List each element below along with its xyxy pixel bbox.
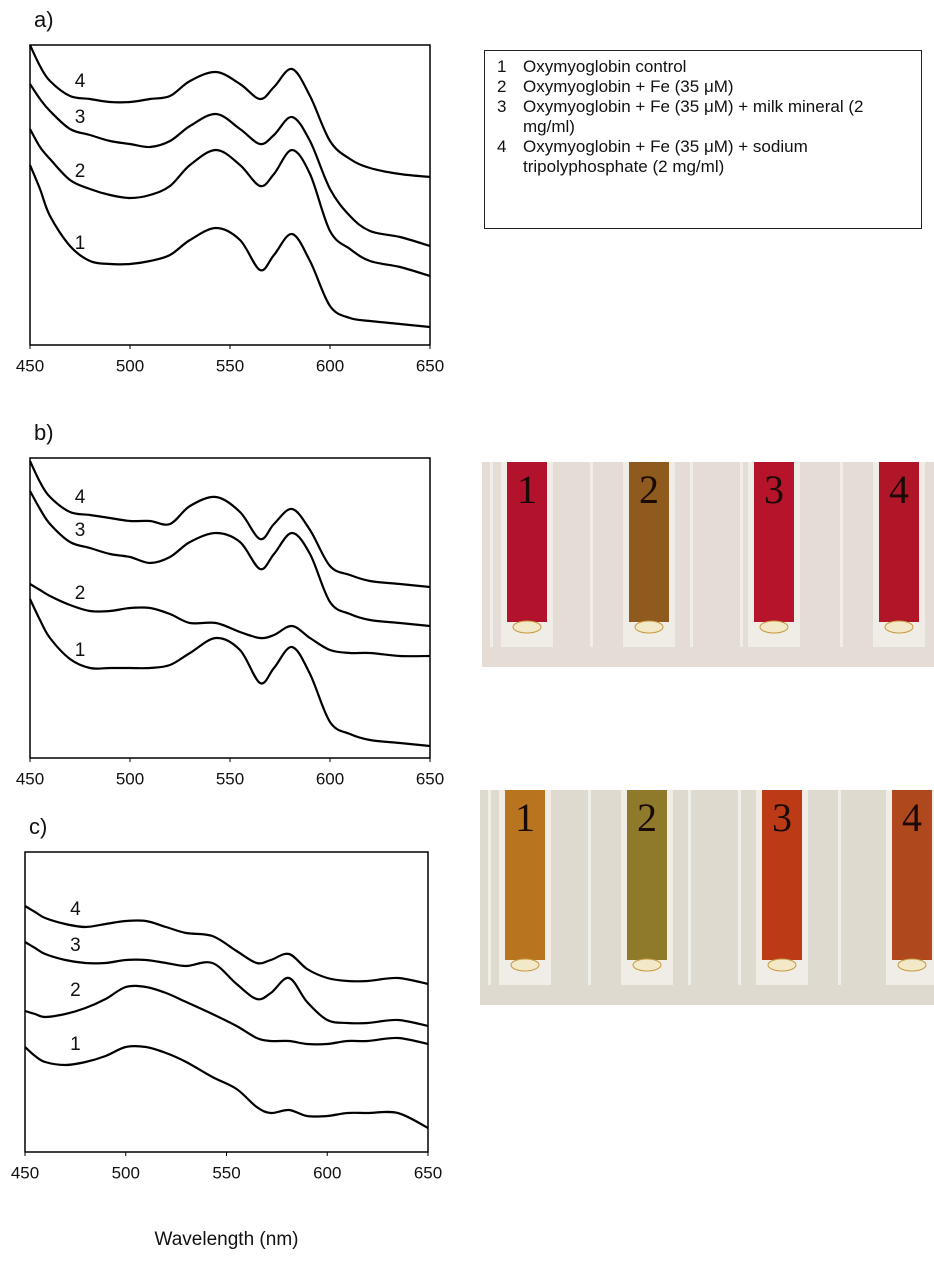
legend-entry: 4 Oxymyoglobin + Fe (35 μM) + sodium trip… [497, 137, 915, 177]
tube-bottom [767, 958, 797, 972]
photo-background [482, 462, 934, 667]
cuvette-edge [740, 462, 743, 647]
legend-text: Oxymyoglobin + Fe (35 μM) + milk mineral… [523, 97, 864, 136]
photo: 1 2 3 4 [480, 790, 934, 1005]
tube-label: 3 [772, 795, 792, 840]
x-axis-label: Wavelength (nm) [155, 1229, 299, 1250]
curve-label: 1 [70, 1034, 81, 1055]
x-tick-label: 650 [416, 356, 444, 375]
panel-label: b) [34, 420, 54, 445]
tube-label: 1 [517, 467, 537, 512]
cuvette-edge [838, 790, 841, 985]
x-tick-label: 550 [216, 769, 244, 788]
tube-bottom [634, 620, 664, 634]
spectrum-line [29, 490, 431, 628]
panel-label: c) [29, 814, 47, 839]
legend-entry: 3 Oxymyoglobin + Fe (35 μM) + milk minera… [497, 97, 915, 137]
spectrum-line [29, 583, 431, 658]
legend-entry: 1 Oxymyoglobin control [497, 57, 915, 77]
tube-label: 1 [515, 795, 535, 840]
curve-label: 3 [70, 935, 81, 956]
tube-label: 4 [889, 467, 909, 512]
tube-liquid [627, 790, 667, 960]
curve-label: 4 [75, 71, 86, 92]
x-tick-label: 450 [16, 769, 44, 788]
cuvette-edge [840, 462, 843, 647]
curve-label: 3 [75, 107, 86, 128]
spectrum-line [24, 1044, 429, 1129]
spectrum-line [28, 164, 431, 329]
spectrum-line [29, 598, 431, 748]
cuvette-edge [490, 462, 493, 647]
photo-background [480, 790, 934, 1005]
legend-number: 4 [497, 137, 507, 156]
tube-bottom [632, 958, 662, 972]
legend-number: 3 [497, 97, 507, 116]
tube-label: 4 [902, 795, 922, 840]
tube-bottom [512, 620, 542, 634]
cuvette-edge [590, 462, 593, 647]
x-tick-label: 500 [116, 356, 144, 375]
curve-label: 2 [75, 583, 86, 604]
x-tick-label: 550 [212, 1163, 240, 1182]
tube-liquid [505, 790, 545, 960]
tube-bottom [884, 620, 914, 634]
curve-label: 4 [75, 487, 86, 508]
x-tick-label: 550 [216, 356, 244, 375]
tube-liquid [879, 462, 919, 622]
x-tick-label: 650 [416, 769, 444, 788]
spectrum-line [29, 44, 431, 179]
curve-label: 1 [75, 233, 86, 254]
tube-bottom [759, 620, 789, 634]
legend-text: Oxymyoglobin + Fe (35 μM) + sodium tripo… [523, 137, 808, 176]
plot-frame [29, 44, 431, 346]
tube-liquid [754, 462, 794, 622]
x-tick-label: 450 [16, 356, 44, 375]
photo: 1 2 3 4 [482, 462, 934, 667]
x-tick-label: 600 [316, 356, 344, 375]
cuvette-edge [688, 790, 691, 985]
spectrum-line [24, 905, 429, 986]
spectrum-line [24, 984, 429, 1046]
spectrum-line [29, 83, 431, 248]
cuvette-edge [738, 790, 741, 985]
x-tick-label: 600 [313, 1163, 341, 1182]
cuvette-edge [690, 462, 693, 647]
legend-text: Oxymyoglobin control [523, 57, 687, 76]
plot-frame [24, 851, 429, 1153]
spectrum-line [29, 460, 431, 589]
tube-liquid [762, 790, 802, 960]
curve-label: 4 [70, 899, 81, 920]
legend-entry: 2 Oxymyoglobin + Fe (35 μM) [497, 77, 915, 97]
x-tick-label: 600 [316, 769, 344, 788]
tube-label: 2 [637, 795, 657, 840]
tube-liquid [892, 790, 932, 960]
curve-label: 1 [75, 640, 86, 661]
x-tick-label: 500 [116, 769, 144, 788]
curve-label: 2 [70, 980, 81, 1001]
x-tick-label: 450 [11, 1163, 39, 1182]
legend-number: 2 [497, 77, 507, 96]
cuvette-edge [588, 790, 591, 985]
cuvette-edge [488, 790, 491, 985]
tube-label: 2 [639, 467, 659, 512]
x-tick-label: 650 [414, 1163, 442, 1182]
x-tick-label: 500 [112, 1163, 140, 1182]
tube-liquid [629, 462, 669, 622]
tube-bottom [897, 958, 927, 972]
spectrum-line [29, 128, 431, 278]
panel-label: a) [34, 7, 54, 32]
tube-bottom [510, 958, 540, 972]
legend: 1 Oxymyoglobin control 2 Oxymyoglobin + Fe … [484, 50, 922, 229]
legend-text: Oxymyoglobin + Fe (35 μM) [523, 77, 734, 96]
spectrum-line [24, 941, 429, 1028]
tube-label: 3 [764, 467, 784, 512]
legend-number: 1 [497, 57, 507, 76]
tube-liquid [507, 462, 547, 622]
curve-label: 3 [75, 520, 86, 541]
curve-label: 2 [75, 161, 86, 182]
